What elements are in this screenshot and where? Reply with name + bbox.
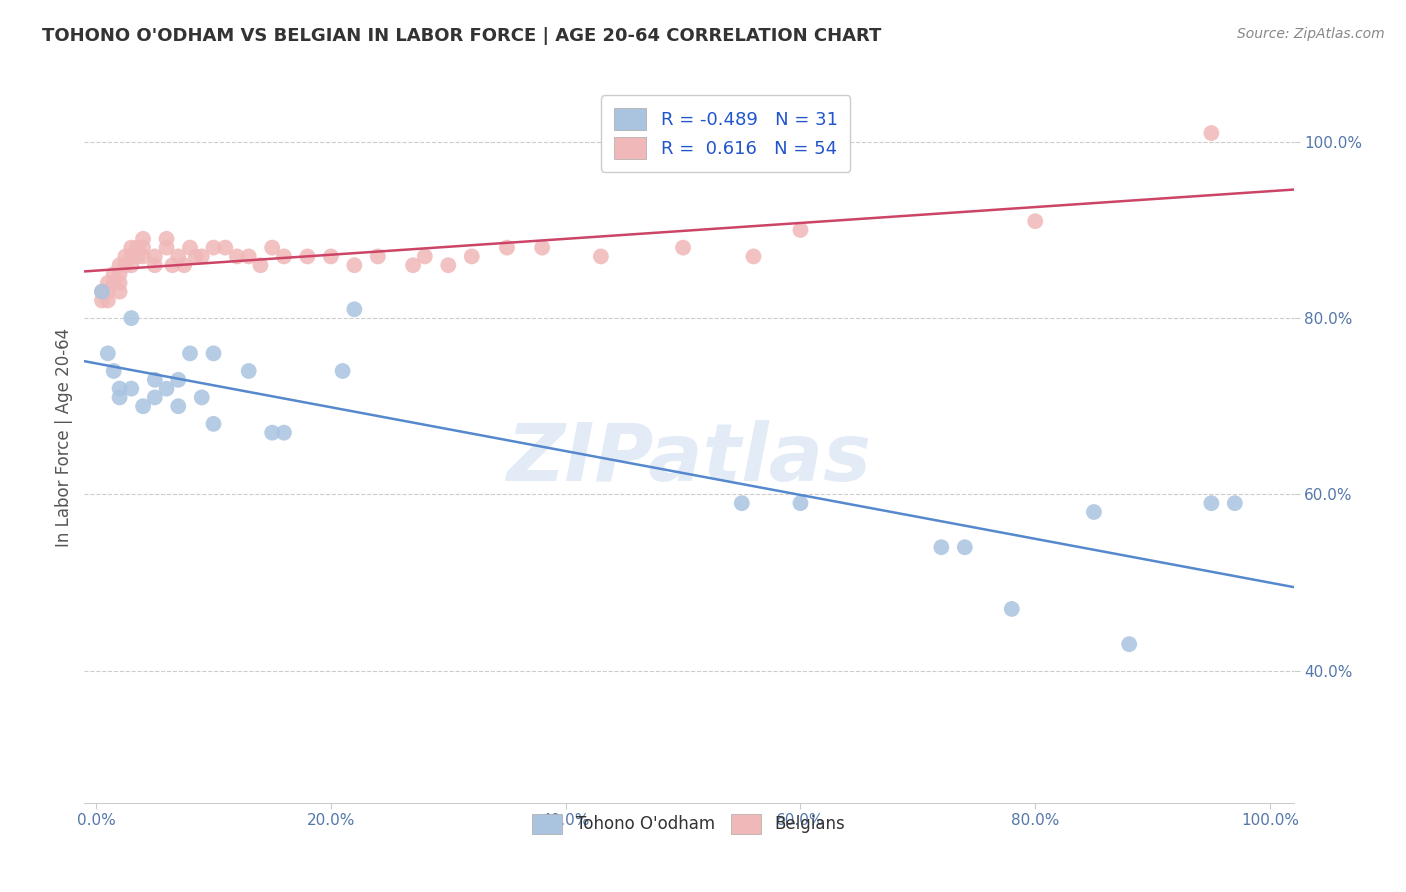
Point: [297, 249, 319, 263]
Point: [226, 249, 249, 263]
Point: [91, 293, 114, 308]
Point: [1001, 602, 1024, 616]
Point: [262, 241, 284, 255]
Point: [120, 249, 142, 263]
Point: [127, 241, 149, 255]
Point: [531, 241, 554, 255]
Point: [179, 346, 201, 360]
Point: [496, 241, 519, 255]
Text: TOHONO O'ODHAM VS BELGIAN IN LABOR FORCE | AGE 20-64 CORRELATION CHART: TOHONO O'ODHAM VS BELGIAN IN LABOR FORCE…: [42, 27, 882, 45]
Point: [167, 373, 190, 387]
Point: [143, 249, 166, 263]
Point: [132, 241, 155, 255]
Point: [672, 241, 695, 255]
Point: [367, 249, 389, 263]
Point: [143, 258, 166, 272]
Point: [155, 232, 177, 246]
Point: [120, 382, 142, 396]
Point: [731, 496, 754, 510]
Point: [143, 373, 166, 387]
Point: [108, 276, 131, 290]
Point: [108, 382, 131, 396]
Point: [402, 258, 425, 272]
Point: [103, 276, 125, 290]
Point: [103, 364, 125, 378]
Point: [167, 249, 190, 263]
Point: [1201, 496, 1223, 510]
Point: [437, 258, 460, 272]
Point: [132, 232, 155, 246]
Point: [114, 249, 136, 263]
Point: [190, 391, 212, 405]
Point: [273, 249, 295, 263]
Point: [179, 241, 201, 255]
Point: [120, 241, 142, 255]
Point: [589, 249, 612, 263]
Point: [108, 285, 131, 299]
Point: [931, 540, 953, 554]
Point: [319, 249, 342, 263]
Point: [162, 258, 184, 272]
Point: [127, 249, 149, 263]
Point: [413, 249, 436, 263]
Point: [173, 258, 195, 272]
Point: [97, 293, 120, 308]
Point: [97, 346, 120, 360]
Point: [214, 241, 236, 255]
Y-axis label: In Labor Force | Age 20-64: In Labor Force | Age 20-64: [55, 327, 73, 547]
Point: [202, 346, 225, 360]
Point: [789, 223, 811, 237]
Point: [167, 399, 190, 413]
Point: [184, 249, 207, 263]
Point: [1083, 505, 1105, 519]
Point: [742, 249, 765, 263]
Point: [155, 241, 177, 255]
Point: [143, 391, 166, 405]
Point: [91, 285, 114, 299]
Text: Source: ZipAtlas.com: Source: ZipAtlas.com: [1237, 27, 1385, 41]
Point: [343, 258, 366, 272]
Legend: Tohono O'odham, Belgians: Tohono O'odham, Belgians: [520, 802, 858, 846]
Point: [238, 364, 260, 378]
Point: [114, 258, 136, 272]
Point: [461, 249, 484, 263]
Point: [120, 258, 142, 272]
Point: [108, 267, 131, 281]
Point: [249, 258, 271, 272]
Point: [132, 399, 155, 413]
Point: [190, 249, 212, 263]
Point: [97, 285, 120, 299]
Point: [273, 425, 295, 440]
Point: [1201, 126, 1223, 140]
Point: [238, 249, 260, 263]
Point: [155, 382, 177, 396]
Point: [120, 311, 142, 326]
Point: [343, 302, 366, 317]
Point: [202, 417, 225, 431]
Point: [1118, 637, 1140, 651]
Point: [262, 425, 284, 440]
Point: [953, 540, 976, 554]
Point: [789, 496, 811, 510]
Point: [132, 249, 155, 263]
Text: ZIPatlas: ZIPatlas: [506, 420, 872, 498]
Point: [1223, 496, 1246, 510]
Point: [1024, 214, 1046, 228]
Point: [97, 276, 120, 290]
Point: [91, 285, 114, 299]
Point: [108, 258, 131, 272]
Point: [108, 391, 131, 405]
Point: [332, 364, 354, 378]
Point: [202, 241, 225, 255]
Point: [103, 267, 125, 281]
